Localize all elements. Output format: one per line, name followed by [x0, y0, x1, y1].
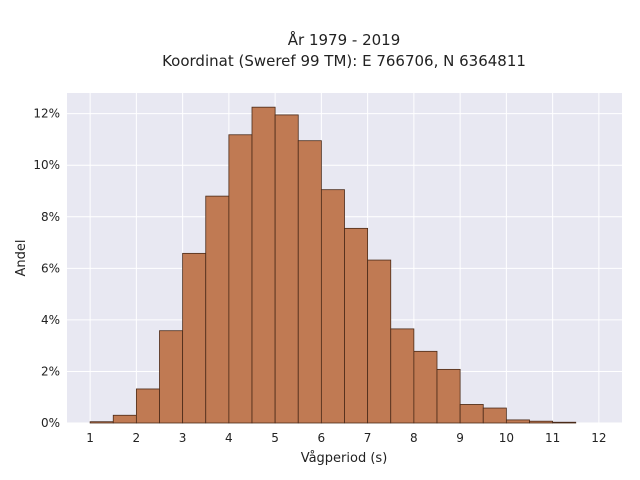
- x-tick-label: 6: [318, 431, 326, 445]
- histogram-bar: [159, 330, 184, 424]
- tick-layer: 1 2 3 4 5 6 7 8 9 10 11 120%2%4%6%8%10%12%: [33, 107, 606, 445]
- histogram-bar: [274, 114, 299, 424]
- histogram-bar: [112, 414, 137, 424]
- y-axis-label: Andel: [14, 240, 29, 277]
- histogram-bar: [320, 189, 345, 424]
- x-tick-label: 8: [410, 431, 418, 445]
- histogram-bar: [505, 419, 530, 424]
- x-tick-label: 10: [499, 431, 514, 445]
- histogram-bar: [297, 140, 322, 424]
- x-tick-label: 7: [364, 431, 372, 445]
- x-tick-label: 9: [456, 431, 464, 445]
- y-tick-label: 2%: [41, 364, 60, 378]
- histogram-bar: [529, 420, 554, 424]
- x-tick-label: 3: [179, 431, 187, 445]
- x-tick-label: 11: [545, 431, 560, 445]
- histogram-bar: [135, 388, 160, 424]
- histogram-bar: [182, 252, 207, 424]
- y-tick-label: 6%: [41, 261, 60, 275]
- x-tick-label: 1: [86, 431, 94, 445]
- x-tick-label: 12: [591, 431, 606, 445]
- histogram-bar: [413, 350, 438, 424]
- histogram-bar: [482, 407, 507, 424]
- histogram-bar: [552, 421, 577, 424]
- chart-title-line1: År 1979 - 2019: [288, 30, 401, 49]
- x-axis-label: Vågperiod (s): [301, 451, 388, 466]
- y-tick-label: 4%: [41, 313, 60, 327]
- y-tick-label: 8%: [41, 210, 60, 224]
- histogram-bar: [390, 328, 415, 424]
- y-tick-label: 0%: [41, 416, 60, 430]
- histogram-bar: [459, 404, 484, 424]
- bar-layer: [89, 106, 577, 424]
- x-tick-label: 4: [225, 431, 233, 445]
- histogram-bar: [367, 259, 392, 424]
- histogram-bar: [344, 227, 369, 424]
- histogram-bar: [228, 134, 253, 424]
- y-tick-label: 10%: [33, 158, 60, 172]
- histogram-bar: [251, 106, 276, 424]
- x-tick-label: 2: [133, 431, 141, 445]
- y-tick-label: 12%: [33, 107, 60, 121]
- histogram-bar: [89, 421, 114, 424]
- chart-title-line2: Koordinat (Sweref 99 TM): E 766706, N 63…: [162, 52, 526, 70]
- x-tick-label: 5: [271, 431, 279, 445]
- histogram-bar: [436, 368, 461, 424]
- histogram-bar: [205, 195, 230, 424]
